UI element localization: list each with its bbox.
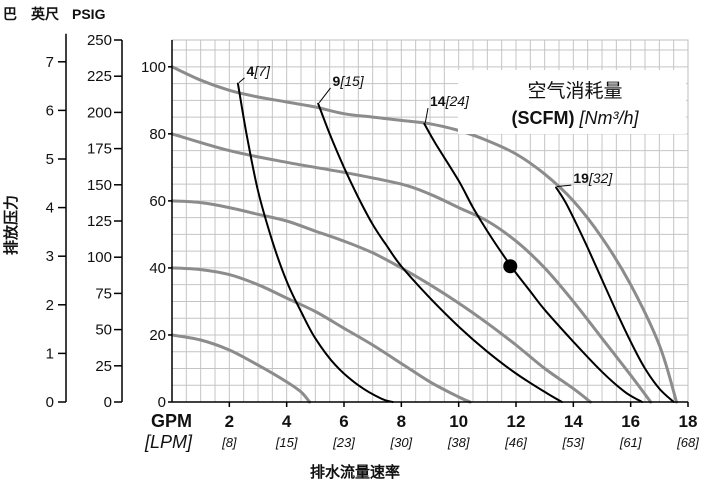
curve-leader-line (238, 77, 245, 83)
curve-label-19: 19[32] (573, 170, 613, 186)
psig-tick-label: 0 (158, 394, 166, 411)
marker (503, 259, 518, 274)
air-curve-14 (423, 122, 644, 403)
x-tick-label-gpm: 2 (225, 412, 234, 431)
x-tick-label-gpm: 18 (679, 412, 698, 431)
x-axis-title: 排水流量速率 (310, 463, 400, 481)
bar-tick-label: 4 (46, 200, 54, 217)
y-axis-title: 排放压力 (2, 195, 20, 255)
feet-tick-label: 125 (87, 213, 112, 230)
bar-tick-label: 1 (46, 345, 54, 362)
curve-label-metric: [32] (588, 170, 613, 186)
feet-tick-label: 250 (87, 32, 112, 49)
x-tick-label-lpm: [8] (221, 435, 237, 450)
curve-label-value: 19 (573, 170, 589, 186)
legend-unit-scfm: (SCFM) (512, 108, 575, 128)
bar-unit-label: 巴 (3, 6, 17, 22)
bar-tick-label: 0 (46, 394, 54, 411)
feet-tick-label: 75 (95, 285, 112, 302)
legend-unit: (SCFM) [Nm³/h] (512, 108, 640, 128)
pressure-curve-3 (170, 266, 472, 404)
curve-labels: 4[7] 9[15] 14[24] 19[32] (238, 63, 613, 187)
x-tick-label-lpm: [61] (619, 435, 642, 450)
psig-unit-label: PSIG (72, 6, 106, 22)
feet-tick-label: 225 (87, 68, 112, 85)
feet-tick-label: 175 (87, 141, 112, 158)
legend-title: 空气消耗量 (527, 80, 622, 102)
legend-box (458, 70, 686, 134)
curve-label-metric: [7] (253, 63, 271, 79)
feet-tick-label: 25 (95, 358, 112, 375)
pressure-curve-4 (170, 333, 312, 404)
bar-tick-label: 5 (46, 151, 54, 168)
x-tick-label-gpm: 12 (507, 412, 526, 431)
curve-label-metric: [24] (445, 93, 470, 109)
curve-leader-line (318, 87, 331, 103)
x-tick-label-lpm: [68] (676, 435, 699, 450)
psig-tick-label: 100 (141, 59, 166, 76)
pressure-curve-1 (170, 132, 653, 404)
x-tick-label-gpm: 8 (397, 412, 406, 431)
bar-tick-label: 6 (46, 102, 54, 119)
feet-tick-label: 50 (95, 322, 112, 339)
air-curve-19 (555, 186, 675, 403)
pressure-curve-2 (170, 199, 592, 404)
x-tick-label-lpm: [46] (504, 435, 527, 450)
psig-tick-label: 60 (149, 193, 166, 210)
x-tick-label-lpm: [53] (561, 435, 584, 450)
operating-point-dot (503, 259, 518, 274)
x-unit-gpm: GPM (151, 411, 192, 431)
bar-tick-label: 7 (46, 54, 54, 71)
psig-tick-label: 20 (149, 327, 166, 344)
axes: 0204060801000255075100125150175200225250… (46, 32, 700, 450)
psig-tick-label: 80 (149, 126, 166, 143)
air-curve-9 (317, 102, 563, 403)
pressure-curve-0 (170, 65, 678, 404)
x-tick-label-lpm: [23] (332, 435, 355, 450)
x-tick-label-gpm: 6 (339, 412, 348, 431)
x-tick-label-gpm: 14 (564, 412, 583, 431)
curve-leader-line (557, 184, 572, 187)
curve-label-value: 14 (430, 93, 446, 109)
curve-label-9: 9[15] (333, 73, 365, 89)
air-consumption-curves (236, 82, 675, 403)
curve-label-4: 4[7] (247, 63, 271, 79)
x-unit-lpm: [LPM] (144, 432, 193, 452)
psig-tick-label: 40 (149, 260, 166, 277)
bar-tick-label: 2 (46, 297, 54, 314)
x-tick-label-gpm: 4 (282, 412, 292, 431)
curve-label-value: 4 (247, 63, 255, 79)
feet-tick-label: 200 (87, 104, 112, 121)
x-tick-label-lpm: [15] (275, 435, 298, 450)
curve-label-value: 9 (333, 73, 341, 89)
curve-label-metric: [15] (339, 73, 364, 89)
x-tick-label-lpm: [30] (389, 435, 412, 450)
feet-tick-label: 0 (104, 394, 112, 411)
curve-label-14: 14[24] (430, 93, 470, 109)
feet-unit-label: 英尺 (30, 6, 59, 22)
feet-tick-label: 150 (87, 177, 112, 194)
x-tick-label-gpm: 16 (621, 412, 640, 431)
curve-leader-line (424, 107, 429, 123)
air-curve-4 (236, 82, 394, 403)
feet-tick-label: 100 (87, 249, 112, 266)
x-tick-label-gpm: 10 (449, 412, 468, 431)
bar-tick-label: 3 (46, 248, 54, 265)
x-tick-label-lpm: [38] (447, 435, 470, 450)
legend-unit-nm3h: [Nm³/h] (578, 108, 639, 128)
pressure-curves (170, 65, 678, 404)
